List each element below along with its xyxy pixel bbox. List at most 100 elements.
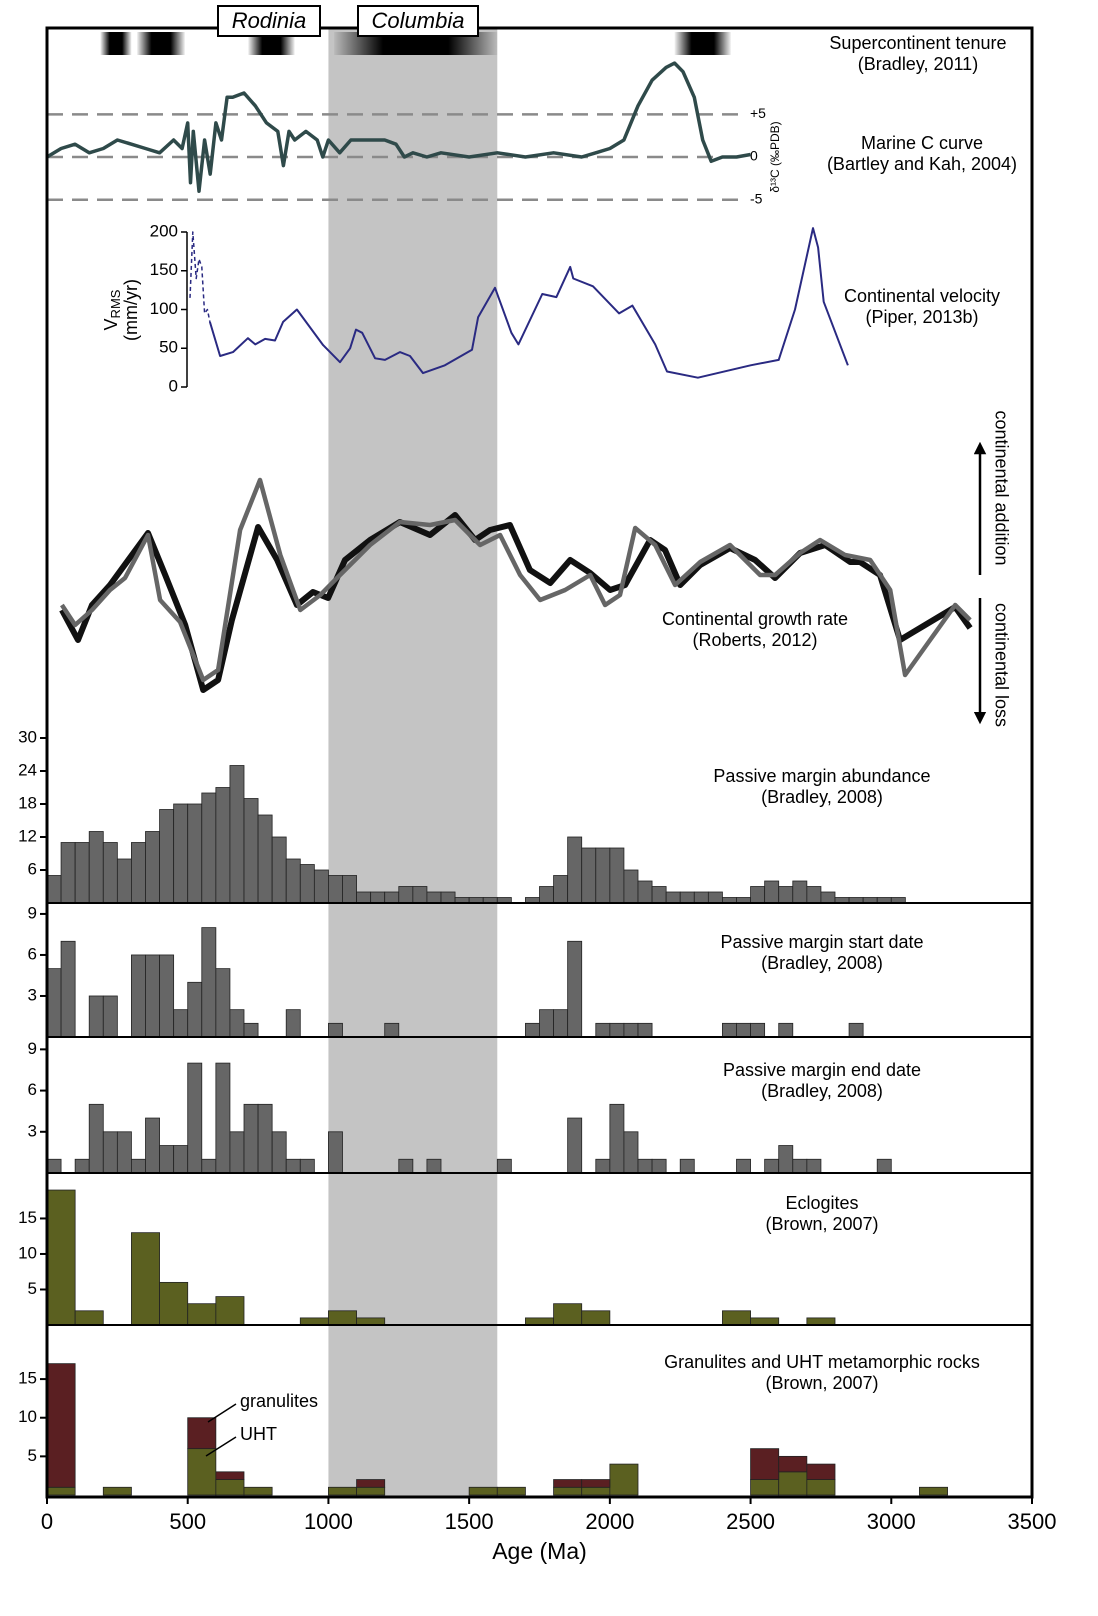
bar	[74, 1158, 90, 1174]
bar	[778, 1145, 794, 1174]
bar	[750, 1317, 780, 1326]
panel-title: Passive margin start date	[720, 932, 923, 952]
leader-line	[207, 1403, 237, 1423]
bar	[215, 1296, 245, 1326]
bar	[651, 886, 667, 904]
bar	[707, 891, 723, 904]
bar	[116, 1131, 132, 1174]
bar	[356, 1486, 386, 1496]
bar	[496, 1486, 526, 1496]
bar	[328, 1022, 343, 1038]
bar	[806, 1158, 822, 1174]
bar	[201, 1158, 217, 1174]
tenure-bar	[248, 32, 295, 55]
bar	[609, 1022, 625, 1038]
series-label: UHT	[240, 1424, 277, 1444]
bar	[665, 891, 681, 904]
bar	[229, 1131, 245, 1174]
bar	[285, 1158, 301, 1174]
y-axis-label-sub: RMS	[108, 289, 123, 318]
bar	[384, 891, 400, 904]
panel-subtitle: (Piper, 2013b)	[865, 307, 978, 327]
x-axis-label: Age (Ma)	[492, 1538, 587, 1564]
bar	[159, 1145, 175, 1174]
y-axis-label: δ¹³C (‰PDB)	[768, 121, 782, 192]
y-tick-label: 9	[28, 903, 37, 922]
panel-subtitle: (Bradley, 2011)	[858, 54, 978, 74]
y-tick-label: 200	[150, 221, 178, 240]
bar	[820, 891, 836, 904]
annotation: continental addition	[991, 410, 1011, 565]
y-tick-label: 10	[18, 1407, 37, 1426]
y-tick-label: +5	[750, 105, 766, 121]
bar	[88, 831, 104, 904]
bar	[567, 1117, 583, 1174]
bar	[74, 1310, 104, 1326]
x-tick-label: 1500	[445, 1509, 494, 1534]
bar	[257, 814, 273, 904]
bar	[201, 792, 217, 904]
bar	[426, 891, 442, 904]
bar	[637, 1158, 653, 1174]
y-tick-label: 15	[18, 1208, 37, 1227]
bar	[778, 1471, 808, 1496]
label-box	[217, 5, 321, 37]
y-tick-label: 9	[28, 1039, 37, 1058]
bar	[173, 1009, 189, 1038]
leader-line	[205, 1436, 237, 1457]
bar	[299, 1158, 315, 1174]
bar	[806, 1463, 836, 1480]
bar	[271, 836, 287, 904]
bar	[679, 1158, 695, 1174]
bar	[623, 1022, 639, 1038]
bar	[792, 1158, 808, 1174]
panel-title: Continental growth rate	[662, 609, 848, 629]
tenure-bar	[137, 32, 185, 55]
bar	[609, 1463, 639, 1496]
tenure-bar	[674, 32, 731, 55]
bar	[243, 1103, 259, 1174]
bar	[299, 1317, 329, 1326]
bar	[201, 927, 217, 1038]
bar	[750, 1448, 780, 1480]
bar	[539, 1009, 554, 1038]
series-label: granulites	[240, 1391, 318, 1411]
line	[189, 231, 211, 323]
bar	[736, 1022, 751, 1038]
bar	[173, 803, 189, 904]
bar	[285, 858, 301, 904]
tenure-bar	[334, 32, 498, 55]
bar	[468, 1486, 498, 1496]
panel-subtitle: (Bartley and Kah, 2004)	[827, 154, 1017, 174]
bar	[398, 1158, 414, 1174]
bar	[750, 1479, 780, 1496]
x-tick-label: 3000	[867, 1509, 916, 1534]
bar	[215, 1062, 231, 1174]
bar	[440, 891, 456, 904]
panel-subtitle: (Bradley, 2008)	[761, 787, 883, 807]
bar	[623, 1131, 639, 1174]
panel-title: Passive margin abundance	[713, 766, 930, 786]
bar	[919, 1486, 948, 1496]
bar	[637, 1022, 653, 1038]
bar	[595, 847, 611, 904]
label-box	[357, 5, 479, 37]
y-tick-label: 15	[18, 1369, 37, 1388]
bar	[581, 1479, 611, 1488]
bar	[595, 1158, 611, 1174]
bar	[285, 1009, 301, 1038]
bar	[750, 886, 766, 904]
x-tick-label: 0	[41, 1509, 53, 1534]
y-tick-label: 12	[18, 826, 37, 845]
panel-subtitle: (Bradley, 2008)	[761, 953, 883, 973]
panel-subtitle: (Bradley, 2008)	[761, 1081, 883, 1101]
x-tick-label: 3500	[1008, 1509, 1057, 1534]
bar	[623, 869, 639, 904]
bar	[328, 875, 343, 904]
bar	[539, 886, 554, 904]
bar	[313, 869, 329, 904]
x-tick-label: 2000	[585, 1509, 634, 1534]
panel-subtitle: (Brown, 2007)	[765, 1373, 878, 1393]
bar	[679, 891, 695, 904]
bar	[145, 1117, 160, 1174]
